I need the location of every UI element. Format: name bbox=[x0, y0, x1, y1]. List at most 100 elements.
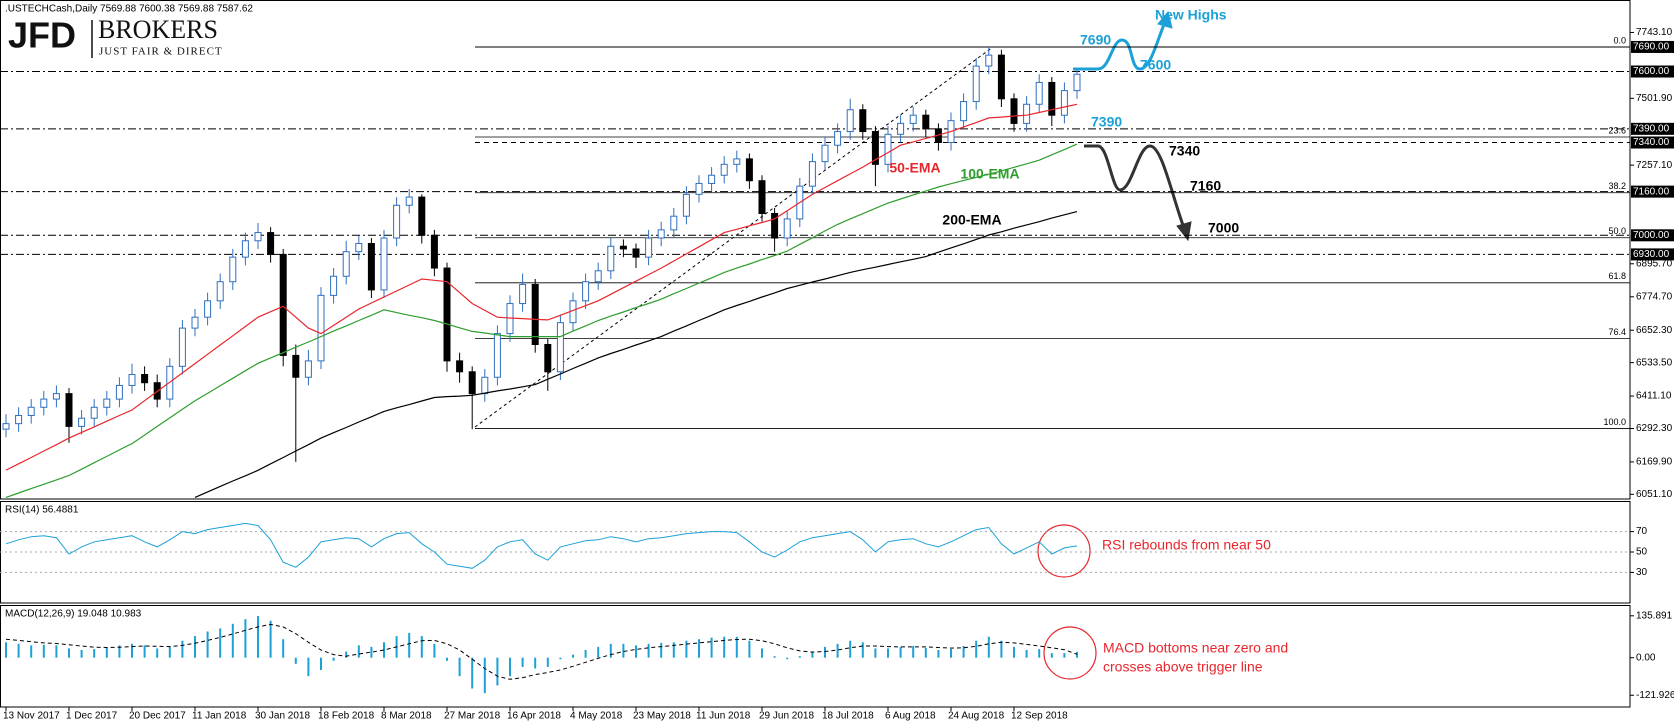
candle-body bbox=[1073, 73, 1081, 92]
candle-body bbox=[52, 393, 60, 400]
candle-body bbox=[204, 300, 212, 318]
macd-bar bbox=[282, 639, 285, 658]
candle-body bbox=[65, 393, 73, 427]
x-tick-label: 6 Aug 2018 bbox=[885, 711, 936, 722]
ema-line bbox=[5, 143, 1078, 498]
candle-body bbox=[960, 101, 968, 122]
candle-body bbox=[367, 242, 375, 291]
candle-body bbox=[78, 417, 86, 427]
candle-body bbox=[430, 234, 438, 269]
macd-bar bbox=[1000, 640, 1003, 658]
x-tick-label: 23 May 2018 bbox=[633, 711, 691, 722]
macd-bar bbox=[244, 619, 247, 658]
scenario-label: 7160 bbox=[1190, 178, 1221, 194]
candle-body bbox=[342, 251, 350, 277]
macd-bar bbox=[458, 657, 461, 677]
trend-line bbox=[474, 46, 994, 428]
macd-bar bbox=[836, 643, 839, 658]
candle-body bbox=[808, 161, 816, 187]
macd-bar bbox=[924, 647, 927, 658]
macd-bar bbox=[219, 628, 222, 658]
macd-bar bbox=[609, 643, 612, 658]
candle-body bbox=[27, 406, 35, 416]
candle-body bbox=[544, 343, 552, 373]
candle-body bbox=[1023, 103, 1031, 124]
y-tick-label: 70 bbox=[1636, 526, 1648, 537]
candle-body bbox=[103, 398, 111, 408]
macd-bar bbox=[597, 646, 600, 658]
candle-body bbox=[2, 423, 10, 430]
candle-body bbox=[645, 237, 653, 258]
level-label: 7340.00 bbox=[1633, 137, 1670, 148]
fib-label: 23.6 bbox=[1608, 125, 1626, 135]
level-label: 6930.00 bbox=[1633, 249, 1670, 260]
candle-body bbox=[468, 371, 476, 395]
macd-bar bbox=[672, 642, 675, 658]
macd-bar bbox=[433, 643, 436, 658]
y-tick-label: 7743.10 bbox=[1636, 27, 1673, 38]
candle-body bbox=[481, 376, 489, 395]
macd-bar bbox=[483, 657, 486, 694]
macd-bar bbox=[887, 648, 889, 658]
x-tick-label: 11 Jan 2018 bbox=[192, 711, 247, 722]
x-tick-label: 29 Jun 2018 bbox=[759, 711, 814, 722]
candle-body bbox=[1035, 81, 1043, 105]
panel-title: MACD(12,26,9) 19.048 10.983 bbox=[5, 609, 142, 620]
level-label: 7390.00 bbox=[1633, 123, 1670, 134]
macd-panel bbox=[0, 605, 1631, 708]
y-tick-label: 6774.70 bbox=[1636, 291, 1673, 302]
level-label: 7600.00 bbox=[1633, 66, 1670, 77]
macd-bar bbox=[269, 620, 272, 658]
scenario-arrows bbox=[1073, 10, 1192, 242]
macd-bar bbox=[118, 645, 121, 658]
y-tick-label: 6411.10 bbox=[1636, 391, 1672, 402]
scenario-label: 7690 bbox=[1080, 32, 1111, 48]
macd-bar bbox=[231, 623, 234, 658]
candle-body bbox=[859, 109, 867, 133]
candle-body bbox=[682, 193, 690, 217]
candle-body bbox=[393, 204, 401, 239]
candle-body bbox=[1060, 90, 1068, 116]
candle-body bbox=[758, 180, 766, 214]
level-label: 7160.00 bbox=[1633, 186, 1670, 197]
macd-bar bbox=[42, 644, 45, 658]
x-tick-label: 18 Jul 2018 bbox=[822, 711, 874, 722]
macd-bar bbox=[761, 648, 763, 658]
macd-bar bbox=[584, 649, 587, 658]
candle-body bbox=[619, 245, 627, 250]
macd-bar bbox=[660, 642, 663, 658]
macd-bar bbox=[1038, 649, 1041, 658]
scenario-label: 7340 bbox=[1169, 143, 1200, 159]
ema-label: 100-EMA bbox=[960, 166, 1019, 182]
macd-bar bbox=[5, 642, 7, 658]
macd-bar bbox=[987, 636, 990, 658]
macd-bar bbox=[635, 645, 637, 658]
y-tick-label: 6652.30 bbox=[1636, 325, 1673, 336]
candle-body bbox=[695, 182, 703, 195]
candle-body bbox=[922, 114, 930, 130]
macd-bar bbox=[622, 643, 625, 658]
macd-bar bbox=[446, 657, 448, 661]
macd-bar bbox=[509, 657, 511, 677]
chart-header: .USTECHCash,Daily 7569.88 7600.38 7569.8… bbox=[5, 4, 253, 15]
macd-bar bbox=[320, 657, 322, 671]
macd-bar bbox=[811, 651, 814, 658]
candle-body bbox=[670, 215, 678, 231]
macd-bar bbox=[849, 640, 852, 658]
macd-bar bbox=[1013, 646, 1015, 658]
y-tick-label: 7257.10 bbox=[1636, 160, 1673, 171]
macd-highlight bbox=[1043, 626, 1097, 680]
candle-body bbox=[267, 232, 275, 255]
bullish-path bbox=[1073, 21, 1167, 71]
candle-body bbox=[519, 283, 527, 305]
x-tick-label: 8 Mar 2018 bbox=[381, 711, 432, 722]
logo-mark: JFD bbox=[8, 15, 76, 56]
candle-body bbox=[972, 65, 980, 103]
macd-annotation: MACD bottoms near zero and bbox=[1103, 640, 1288, 656]
candle-body bbox=[657, 229, 665, 239]
macd-bar bbox=[975, 640, 978, 658]
level-box bbox=[1631, 136, 1674, 149]
y-tick-label: 135.891 bbox=[1636, 610, 1673, 621]
